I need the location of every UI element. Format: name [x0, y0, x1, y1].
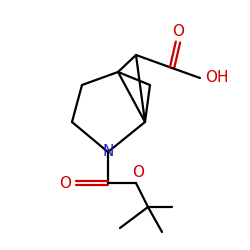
Text: O: O — [172, 24, 184, 39]
Text: O: O — [132, 165, 144, 180]
Text: O: O — [59, 176, 71, 190]
Text: N: N — [102, 144, 114, 160]
Text: OH: OH — [205, 70, 229, 86]
